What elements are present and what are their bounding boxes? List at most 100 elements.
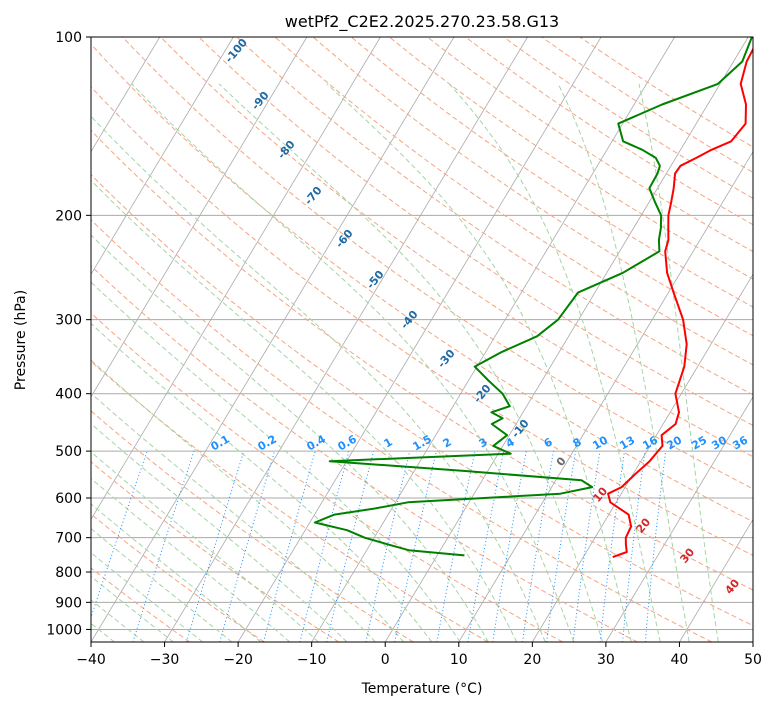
moist-adiabat-line (91, 322, 433, 642)
dry-adiabat-label: -80 (275, 138, 298, 162)
x-tick-label: −30 (150, 652, 180, 668)
isotherm-gridline (752, 641, 753, 642)
isotherm-gridline (531, 273, 753, 642)
mixing-ratio-label: 13 (617, 434, 637, 453)
dry-adiabat-line (312, 37, 753, 337)
moist-adiabat-line (91, 234, 489, 642)
dry-adiabat-label: -100 (222, 36, 250, 66)
dry-adiabat-label: -20 (471, 382, 494, 406)
mixing-ratio-line (492, 451, 527, 642)
mixing-ratio-label: 0.4 (305, 432, 329, 453)
mixing-ratio-line (546, 451, 577, 642)
x-tick-label: 0 (381, 652, 390, 668)
x-tick-label: −40 (76, 652, 106, 668)
mixing-ratio-label: 3 (477, 435, 490, 450)
mixing-ratio-line (644, 451, 667, 642)
mixing-ratio-label: 10 (590, 433, 610, 452)
mixing-ratio-line (263, 450, 316, 642)
dry-adiabat-line (91, 513, 265, 642)
dewpoint-profile-line (313, 37, 753, 557)
isotherm-gridline (679, 518, 753, 642)
moist-adiabat-line (91, 527, 233, 642)
x-tick-label: −20 (223, 652, 253, 668)
moist-adiabat-line (91, 359, 404, 642)
x-tick-label: 50 (744, 652, 762, 668)
moist-adiabat-line (91, 477, 291, 642)
y-axis: 100 200 300 400 500 600 700 800 900 1000 (46, 30, 91, 638)
mixing-ratio-line (522, 451, 555, 642)
dry-adiabat-label: 0 (554, 454, 569, 468)
isotherm-gridline (91, 37, 308, 398)
dry-adiabat-line (91, 265, 638, 642)
dry-adiabat-line (236, 37, 753, 396)
mixing-ratio-label: 0.2 (256, 432, 279, 453)
x-tick-label: 10 (450, 652, 468, 668)
isotherm-gridline (0, 37, 13, 642)
mixing-ratio-line (299, 450, 350, 642)
y-tick-label: 1000 (46, 622, 82, 638)
isotherm-gridline (605, 396, 753, 642)
mixing-ratio-line (572, 451, 601, 642)
dry-adiabat-label: -90 (249, 89, 272, 113)
x-tick-label: 20 (523, 652, 541, 668)
mixing-ratio-label: 20 (664, 433, 684, 452)
mixing-ratio-label: 1.5 (411, 432, 434, 453)
dry-adiabat-line (541, 37, 753, 173)
y-tick-label: 400 (55, 387, 82, 403)
moist-adiabat-line (91, 281, 461, 642)
y-tick-label: 800 (55, 565, 82, 581)
y-tick-label: 900 (55, 595, 82, 611)
dry-adiabat-line (91, 173, 753, 627)
mixing-ratio-line (467, 451, 505, 642)
dry-adiabat-line (274, 37, 753, 366)
dry-adiabat-line (91, 43, 753, 523)
moist-adiabat-line (326, 83, 632, 642)
isotherm-gridline (164, 37, 528, 642)
moist-adiabat-line (91, 575, 174, 642)
chart-title: wetPf2_C2E2.2025.270.23.58.G13 (285, 12, 559, 32)
mixing-ratio-label: 2 (441, 435, 454, 450)
dry-adiabat-line (350, 37, 753, 308)
dry-adiabat-line (388, 37, 753, 280)
moist-adiabat-label: 30 (677, 545, 697, 565)
mixing-ratio-label: 16 (640, 433, 660, 452)
moist-adiabat-label: 20 (633, 515, 653, 535)
dry-adiabat-line (91, 219, 713, 642)
y-tick-label: 500 (55, 444, 82, 460)
dry-adiabat-line (579, 37, 753, 148)
mixing-ratio-line (186, 450, 245, 642)
mixing-ratio-label: 0.1 (209, 432, 232, 453)
dry-adiabat-line (160, 37, 753, 458)
x-axis: −40 −30 −20 −10 0 10 20 30 40 50 (76, 642, 762, 668)
isotherm-gridline (91, 37, 455, 642)
dry-adiabat-line (91, 312, 563, 642)
dry-adiabat-label: -30 (435, 347, 458, 371)
mixing-ratio-line (394, 450, 437, 642)
plot-frame (90, 36, 754, 643)
x-tick-label: 30 (597, 652, 615, 668)
x-tick-label: 40 (671, 652, 689, 668)
mixing-ratio-line (365, 450, 411, 642)
temperature-profile-line (607, 47, 753, 559)
mixing-ratio-line (219, 450, 276, 642)
isotherm-gridline (458, 150, 753, 642)
moist-adiabat-line (91, 503, 262, 642)
dry-adiabat-label: -70 (302, 184, 325, 208)
moist-adiabat-line (91, 392, 376, 642)
mixing-ratio-label: 30 (709, 433, 729, 452)
y-tick-label: 600 (55, 491, 82, 507)
dry-adiabat-line (427, 37, 753, 253)
dry-adiabat-line (91, 410, 414, 642)
moist-adiabat-line (91, 552, 204, 642)
mixing-ratio-label: 6 (542, 435, 555, 450)
mixing-ratio-label: 0.6 (336, 432, 360, 453)
dry-adiabat-line (91, 461, 340, 642)
isotherm-gridline (91, 37, 234, 275)
moist-adiabat-line (91, 422, 348, 642)
y-tick-label: 100 (55, 30, 82, 46)
mixing-ratio-label: 8 (571, 435, 584, 450)
mixing-ratio-line (622, 451, 646, 642)
y-axis-label: Pressure (hPa) (13, 290, 29, 390)
dry-adiabat-label: -40 (398, 308, 421, 332)
